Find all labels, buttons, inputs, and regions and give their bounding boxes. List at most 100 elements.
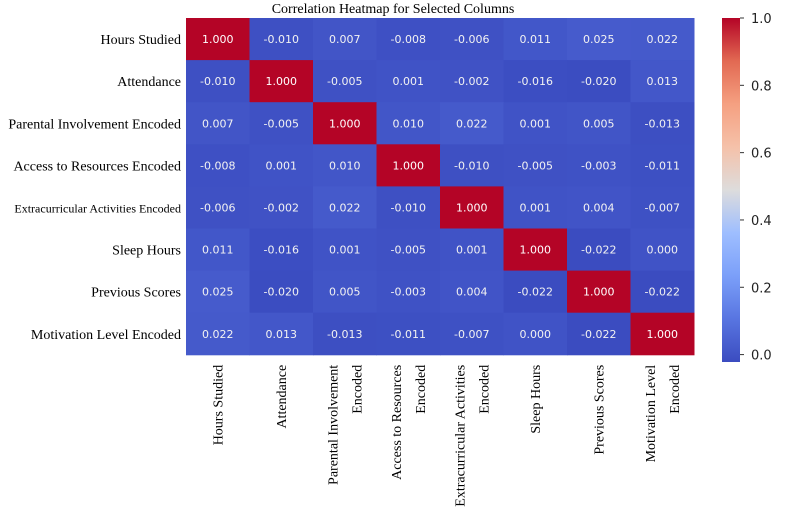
heatmap-cell [630,186,695,229]
column-label-line: Attendance [275,365,290,429]
heatmap-cell-value: -0.010 [200,75,235,88]
heatmap-cell-value: 0.001 [329,244,361,257]
column-label-line: Encoded [478,365,493,414]
heatmap-cell-value: 0.022 [456,117,488,130]
heatmap-cell-value: 0.001 [520,201,552,214]
heatmap-cell [376,102,441,145]
heatmap-cell-value: 0.005 [329,286,361,299]
heatmap-cell-value: 0.025 [202,286,234,299]
colorbar-tick-label: 0.2 [751,281,772,296]
heatmap-cell [630,18,695,61]
heatmap-cell [567,18,631,61]
heatmap-cell [186,270,250,314]
row-label: Hours Studied [101,33,182,48]
heatmap-cell [313,270,377,314]
heatmap-cell-value: -0.010 [264,33,299,46]
heatmap-cell-value: -0.022 [581,244,616,257]
heatmap-cell [376,18,441,61]
row-label: Extracurricular Activities Encoded [14,201,181,215]
row-label: Sleep Hours [112,244,181,259]
heatmap-cell [249,144,314,187]
heatmap-cell-value: 0.004 [456,286,488,299]
heatmap-cell-value: -0.016 [264,244,299,257]
heatmap-cell [630,102,695,145]
heatmap-cell-value: 0.007 [202,117,234,130]
heatmap-cell [313,312,377,356]
heatmap-cell [440,18,504,61]
heatmap-cell-value: 1.000 [583,286,615,299]
heatmap-cell [313,186,377,229]
heatmap-cell [567,186,631,229]
heatmap-cell-value: -0.010 [454,159,489,172]
heatmap-cell [440,186,504,229]
heatmap-cell-value: -0.013 [645,117,680,130]
row-label: Previous Scores [91,286,181,301]
heatmap-cell [313,102,377,145]
row-labels: Hours Studied Attendance Parental Involvem… [8,33,181,343]
heatmap-cell [186,60,250,103]
heatmap-cell [249,60,314,103]
heatmap-cell [376,60,441,103]
heatmap-cell-value: -0.020 [581,75,616,88]
heatmap-cell [313,144,377,187]
heatmap-cell-value: -0.022 [645,286,680,299]
heatmap-cell [376,270,441,314]
heatmap-cell-value: -0.020 [264,286,299,299]
heatmap-cell [503,102,568,145]
heatmap-cell [503,18,568,61]
heatmap-cell [440,102,504,145]
heatmap-cell [249,18,314,61]
heatmap-cell-value: 0.010 [329,159,361,172]
heatmap-cell [186,186,250,229]
heatmap-cell [249,228,314,272]
heatmap-cell [376,312,441,356]
heatmap-cell-value: 1.000 [202,33,234,46]
column-label-line: Extracurricular Activities [454,365,469,507]
heatmap-cell [440,270,504,314]
heatmap-cell [630,312,695,356]
heatmap-cell [630,144,695,187]
heatmap-cell [186,228,250,272]
column-label-line: Hours Studied [212,365,227,446]
heatmap-cell [249,102,314,145]
column-labels: Hours Studied Attendance Parental Involvem… [212,365,684,507]
heatmap-cell [376,186,441,229]
heatmap-cell-value: -0.005 [264,117,299,130]
heatmap-cell-value: -0.003 [391,286,426,299]
colorbar: 0.0 0.2 0.4 0.6 0.8 1.0 [722,12,772,364]
heatmap-cell-value: -0.022 [518,286,553,299]
column-label: Access to Resources Encoded [390,365,429,480]
heatmap-cell-value: 0.011 [202,244,234,257]
heatmap-cell-value: 1.000 [266,75,298,88]
row-label: Parental Involvement Encoded [8,117,181,132]
heatmap-cell [313,60,377,103]
column-label-line: Sleep Hours [529,365,544,434]
heatmap-cell-value: 0.022 [329,201,361,214]
colorbar-ticks: 0.0 0.2 0.4 0.6 0.8 1.0 [740,12,772,364]
heatmap-cell [630,270,695,314]
heatmap-cell [503,186,568,229]
colorbar-tick-label: 0.0 [751,349,772,364]
column-label-line: Previous Scores [593,365,608,455]
heatmap-cell-value: 0.005 [583,117,615,130]
heatmap-cell-value: -0.011 [645,159,680,172]
heatmap-cell [503,270,568,314]
column-label: Extracurricular Activities Encoded [454,365,493,507]
heatmap-cell [376,144,441,187]
column-label-line: Encoded [351,365,366,414]
heatmap-cell-value: -0.005 [327,75,362,88]
column-label-line: Encoded [668,365,683,414]
heatmap-cell [503,60,568,103]
heatmap-cell-value: 1.000 [393,159,425,172]
heatmap-cell-value: -0.010 [391,201,426,214]
heatmap-cell [567,102,631,145]
row-label: Attendance [117,75,181,90]
heatmap-cell [503,228,568,272]
heatmap-cell-value: -0.007 [454,328,489,341]
heatmap-cell [249,312,314,356]
column-label: Motivation Level Encoded [644,365,683,463]
heatmap-cell-value: -0.008 [200,159,235,172]
heatmap-cell-value: 0.001 [266,159,298,172]
heatmap-cell [567,144,631,187]
